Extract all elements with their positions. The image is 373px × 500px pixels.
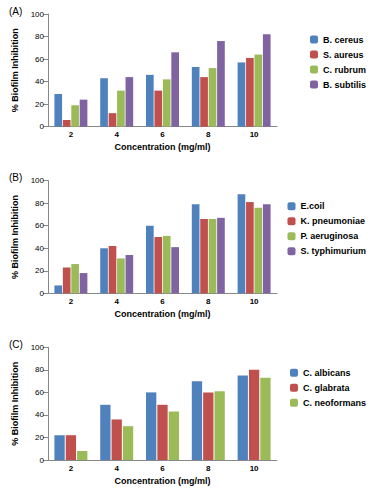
svg-text:% Biofilm Inhibition: % Biofilm Inhibition (10, 362, 20, 446)
svg-text:C. rubrum: C. rubrum (323, 65, 366, 75)
svg-text:0: 0 (40, 122, 45, 131)
svg-text:Concentration (mg/ml): Concentration (mg/ml) (115, 309, 211, 319)
svg-text:4: 4 (114, 464, 119, 473)
svg-text:P. aeruginosa: P. aeruginosa (300, 231, 359, 241)
svg-text:60: 60 (35, 55, 44, 64)
svg-text:10: 10 (250, 464, 259, 473)
svg-text:2: 2 (69, 464, 74, 473)
svg-text:6: 6 (160, 297, 165, 306)
svg-text:Concentration (mg/ml): Concentration (mg/ml) (115, 476, 211, 486)
svg-text:100: 100 (31, 10, 45, 19)
svg-text:(B): (B) (9, 172, 22, 183)
svg-text:6: 6 (160, 130, 165, 139)
svg-text:C. albicans: C. albicans (303, 368, 351, 378)
svg-text:0: 0 (40, 456, 45, 465)
svg-text:B. subtilis: B. subtilis (323, 80, 366, 90)
svg-text:40: 40 (35, 77, 44, 86)
svg-text:S. aureus: S. aureus (323, 50, 364, 60)
svg-text:S. typhimurium: S. typhimurium (300, 246, 366, 256)
svg-text:40: 40 (35, 244, 44, 253)
svg-text:80: 80 (35, 365, 44, 374)
svg-text:20: 20 (35, 266, 44, 275)
svg-text:E.coil: E.coil (300, 201, 324, 211)
svg-text:60: 60 (35, 388, 44, 397)
svg-text:100: 100 (31, 343, 45, 352)
svg-text:80: 80 (35, 199, 44, 208)
svg-text:6: 6 (160, 464, 165, 473)
svg-text:100: 100 (31, 176, 45, 185)
svg-text:20: 20 (35, 100, 44, 109)
svg-text:(C): (C) (9, 339, 23, 350)
svg-text:% Biofilm Inhibition: % Biofilm Inhibition (10, 195, 20, 279)
svg-text:2: 2 (69, 130, 74, 139)
svg-text:20: 20 (35, 433, 44, 442)
svg-text:10: 10 (250, 130, 259, 139)
svg-text:(A): (A) (9, 6, 22, 17)
svg-text:C. neoformans: C. neoformans (303, 398, 366, 408)
svg-text:10: 10 (250, 297, 259, 306)
svg-text:8: 8 (206, 130, 211, 139)
svg-text:80: 80 (35, 32, 44, 41)
svg-text:2: 2 (69, 297, 74, 306)
svg-text:40: 40 (35, 410, 44, 419)
svg-text:C. glabrata: C. glabrata (303, 383, 351, 393)
svg-text:4: 4 (114, 130, 119, 139)
svg-text:Concentration (mg/ml): Concentration (mg/ml) (115, 142, 211, 152)
svg-text:B. cereus: B. cereus (323, 35, 364, 45)
svg-text:8: 8 (206, 464, 211, 473)
svg-text:K. pneumoniae: K. pneumoniae (300, 216, 365, 226)
svg-text:8: 8 (206, 297, 211, 306)
svg-text:4: 4 (114, 297, 119, 306)
svg-text:% Biofilm Inhibition: % Biofilm Inhibition (10, 28, 20, 112)
svg-text:60: 60 (35, 221, 44, 230)
svg-text:0: 0 (40, 289, 45, 298)
